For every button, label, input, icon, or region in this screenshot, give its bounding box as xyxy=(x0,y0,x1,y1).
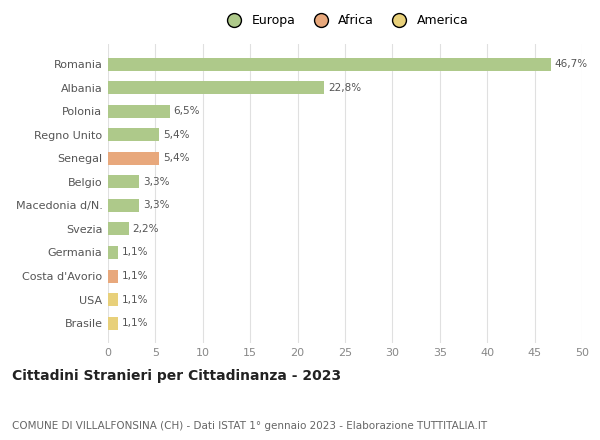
Text: 46,7%: 46,7% xyxy=(554,59,587,69)
Bar xyxy=(108,223,129,235)
Bar xyxy=(108,317,118,330)
Text: 3,3%: 3,3% xyxy=(143,177,170,187)
Bar xyxy=(108,105,170,117)
Bar xyxy=(108,128,159,141)
Bar xyxy=(108,152,159,165)
Text: 1,1%: 1,1% xyxy=(122,294,149,304)
Bar xyxy=(108,293,118,306)
Text: 1,1%: 1,1% xyxy=(122,318,149,328)
Legend: Europa, Africa, America: Europa, Africa, America xyxy=(222,15,468,27)
Text: Cittadini Stranieri per Cittadinanza - 2023: Cittadini Stranieri per Cittadinanza - 2… xyxy=(12,369,341,383)
Text: 6,5%: 6,5% xyxy=(173,106,200,116)
Bar xyxy=(108,246,118,259)
Text: 2,2%: 2,2% xyxy=(133,224,159,234)
Bar xyxy=(108,176,139,188)
Text: 5,4%: 5,4% xyxy=(163,153,190,163)
Text: COMUNE DI VILLALFONSINA (CH) - Dati ISTAT 1° gennaio 2023 - Elaborazione TUTTITA: COMUNE DI VILLALFONSINA (CH) - Dati ISTA… xyxy=(12,421,487,431)
Text: 22,8%: 22,8% xyxy=(328,83,361,93)
Bar xyxy=(108,58,551,70)
Bar xyxy=(108,199,139,212)
Text: 1,1%: 1,1% xyxy=(122,271,149,281)
Bar xyxy=(108,81,324,94)
Bar xyxy=(108,270,118,282)
Text: 5,4%: 5,4% xyxy=(163,130,190,140)
Text: 3,3%: 3,3% xyxy=(143,200,170,210)
Text: 1,1%: 1,1% xyxy=(122,247,149,257)
